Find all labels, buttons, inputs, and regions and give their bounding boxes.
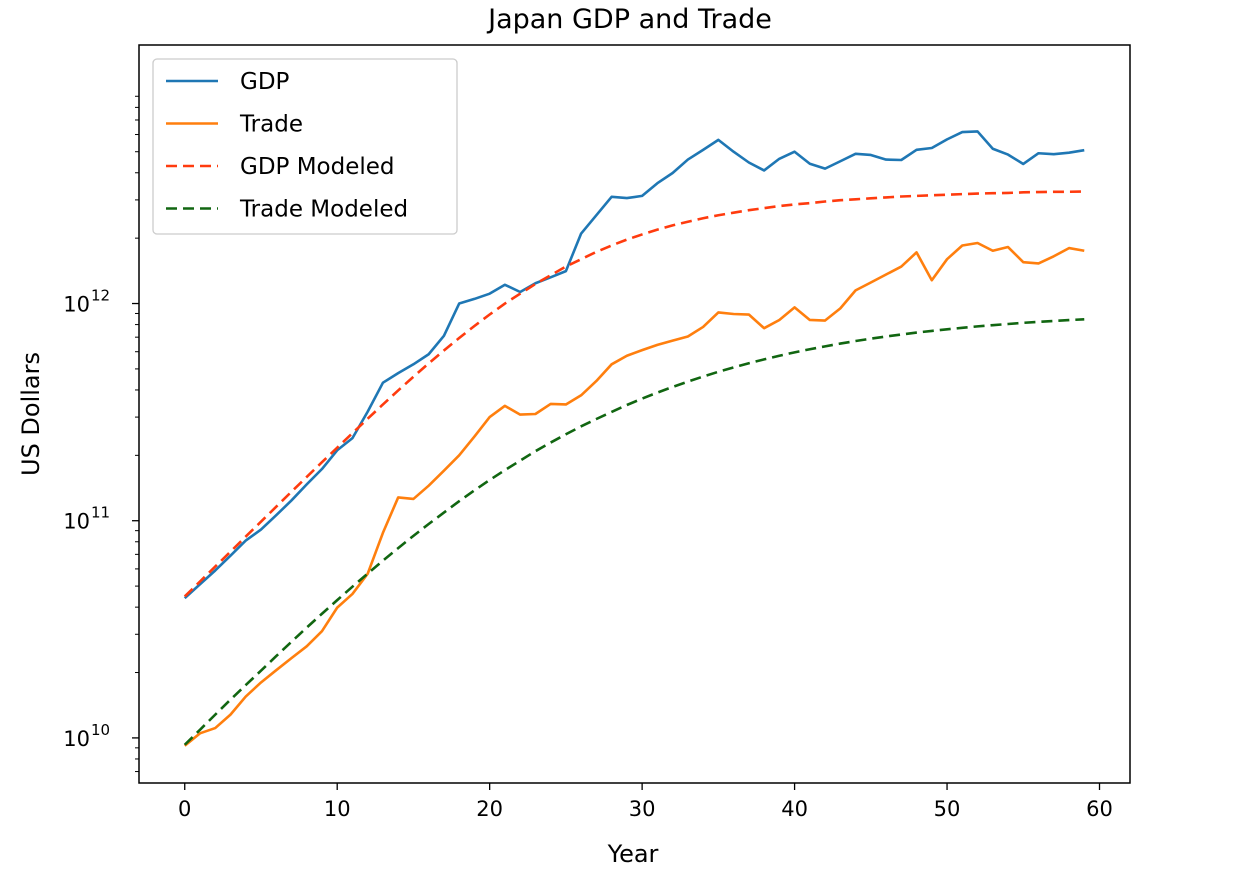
legend: GDP Trade GDP Modeled Trade Modeled (152, 58, 458, 235)
x-tick-label: 50 (934, 797, 961, 821)
x-tick-label: 30 (629, 797, 656, 821)
plot-area (183, 130, 1085, 747)
x-tick-label: 20 (476, 797, 503, 821)
y-tick-label: 10 (63, 293, 90, 317)
legend-label: Trade Modeled (239, 197, 408, 223)
x-tick-label: 60 (1086, 797, 1113, 821)
y-tick-label: 10 (63, 510, 90, 534)
series-line-trade-modeled (183, 318, 1085, 746)
legend-frame (152, 58, 458, 235)
y-axis-label: US Dollars (17, 352, 45, 476)
y-tick-label: 10 (63, 727, 90, 751)
x-tick-label: 40 (781, 797, 808, 821)
series-line-gdp-modeled (183, 190, 1085, 598)
series-line-trade (183, 241, 1085, 747)
y-tick-exponent: 10 (91, 721, 110, 739)
plot-frame (138, 44, 1131, 784)
x-tick-label: 0 (178, 797, 191, 821)
series-line-gdp (183, 130, 1085, 600)
x-axis-label: Year (607, 840, 659, 868)
legend-label: Trade (239, 112, 303, 138)
x-tick-label: 10 (324, 797, 351, 821)
legend-label: GDP Modeled (240, 154, 395, 180)
y-tick-exponent: 11 (91, 504, 110, 522)
legend-label: GDP (240, 69, 290, 95)
y-tick-exponent: 12 (91, 287, 110, 305)
chart-title: Japan GDP and Trade (486, 4, 772, 35)
